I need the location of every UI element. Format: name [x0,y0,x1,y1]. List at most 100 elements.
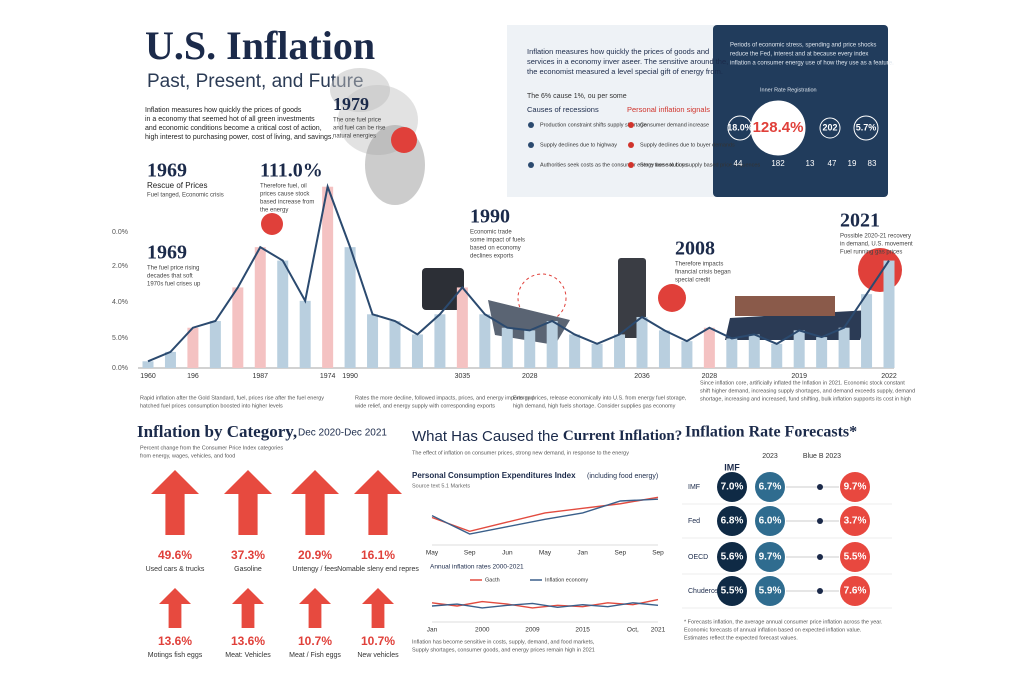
bar [434,314,446,368]
bar [367,314,379,368]
annotation-text: The fuel price rising [147,266,199,272]
category-subtitle: from energy, wages, vehicles, and food [140,453,235,459]
bar [658,330,670,368]
forecast-value: 5.5% [844,552,867,563]
annotation-text: in demand, U.S. movement [840,242,913,248]
arrow [354,470,402,535]
category-label: Used cars & trucks [146,566,205,573]
stats-intro: Periods of economic stress, spending and… [730,43,876,49]
causes-note: Inflation has become sensitive in costs,… [412,639,595,645]
stats-intro: reduce the Fed, interest and at because … [730,52,868,58]
legend-label: Inflation economy [545,577,588,583]
bar [299,300,311,368]
bar [456,287,468,368]
category-label: New vehicles [357,652,399,659]
annotation-year: 1979 [333,94,369,114]
forecast-circle [717,576,747,606]
stat-circle [819,117,841,139]
forecast-value: 9.7% [759,552,782,563]
annotation-text: Economic trade [470,230,512,236]
bar [748,334,760,368]
arrow [362,588,394,628]
bar [209,321,221,368]
annotation-text: 1970s fuel crises up [147,282,201,288]
annotation-text: the energy [260,208,288,214]
annotation-year: 1969 [147,160,187,182]
bar [164,351,176,368]
inflation-line [147,183,890,363]
x-tick-label: 196 [187,373,199,380]
x-tick-label: 2019 [791,373,807,380]
annotation-year: 1990 [470,206,510,228]
dot [817,484,823,490]
x-tick-label: 2021 [651,627,666,634]
bar [277,260,289,368]
category-label: Meat / Fish eggs [289,652,341,659]
category-value: 37.3% [231,548,265,562]
series-line [431,498,659,535]
causes-subtitle: The effect of inflation on consumer pric… [412,450,629,456]
arrow [291,470,339,535]
x-tick-label: Jan [427,627,438,634]
forecast-value: 6.0% [759,516,782,527]
forecast-circle [840,542,870,572]
icon [628,142,634,148]
category-subtitle: Percent change from the Consumer Price I… [140,445,283,451]
dot [817,554,823,560]
dot [817,588,823,594]
info-panel [507,25,717,197]
stat-number: 182 [771,159,785,168]
panel-intro: Inflation measures how quickly the price… [527,47,709,56]
intro-line: and economic conditions become a critica… [145,125,322,132]
category-value: 20.9% [298,548,332,562]
annotation-text: based increase from [260,200,314,206]
forecast-value: 3.7% [844,516,867,527]
bar [142,361,154,368]
bar [254,247,266,368]
x-tick-label: May [426,550,439,557]
category-label: Motings fish eggs [148,652,203,659]
bar [546,321,558,368]
x-tick-label: 3035 [455,373,471,380]
panel-right-item: Supply declines due to buyer demands [640,142,735,148]
x-tick-label: 2009 [525,627,540,634]
x-tick-label: 1974 [320,373,336,380]
stat-number: 83 [868,159,877,168]
forecast-row: IMF [688,484,700,491]
category-value: 10.7% [298,634,332,648]
forecast-value: 7.6% [844,586,867,597]
forecast-row: Fed [688,518,700,525]
x-tick-label: 2028 [702,373,718,380]
x-tick-label: May [539,550,552,557]
category-value: 49.6% [158,548,192,562]
note-line: Rates the more decline, followed impacts… [355,395,534,401]
icon [528,142,534,148]
category-label: Gasoline [234,566,262,573]
x-tick-label: Jan [577,550,588,557]
bar [322,186,334,368]
bar [524,330,536,368]
note-line: Since inflation core, artificially infla… [700,380,905,386]
forecast-circle [755,506,785,536]
category-value: 13.6% [231,634,265,648]
stat-value: 18.0% [727,122,753,132]
y-axis-label: 5.0% [112,335,128,342]
annotation-text: declines exports [470,254,513,260]
forecast-value: 6.8% [721,516,744,527]
x-tick-label: Sep [615,550,627,557]
annotation-text: Fuel tanged, Economic crisis [147,193,224,199]
intro-line: high interest to purchasing power, cost … [145,134,333,141]
category-value: 16.1% [361,548,395,562]
note-line: shift higher demand, increasing supply s… [700,388,915,394]
annotation-text: special credit [675,278,710,284]
pce-title: Personal Consumption Expenditures Index [412,471,576,480]
y-axis-label: 4.0% [112,299,128,306]
annotation-text: and fuel can be rise [333,126,386,132]
bar [591,343,603,368]
category-value: 10.7% [361,634,395,648]
forecast-value: 7.0% [721,482,744,493]
stat-value: 128.4% [753,119,804,136]
panel-left-item: Supply declines due to highway [540,142,617,148]
x-tick-label: 1960 [140,373,156,380]
rates-title: Annual inflation rates 2000-2021 [430,564,524,571]
